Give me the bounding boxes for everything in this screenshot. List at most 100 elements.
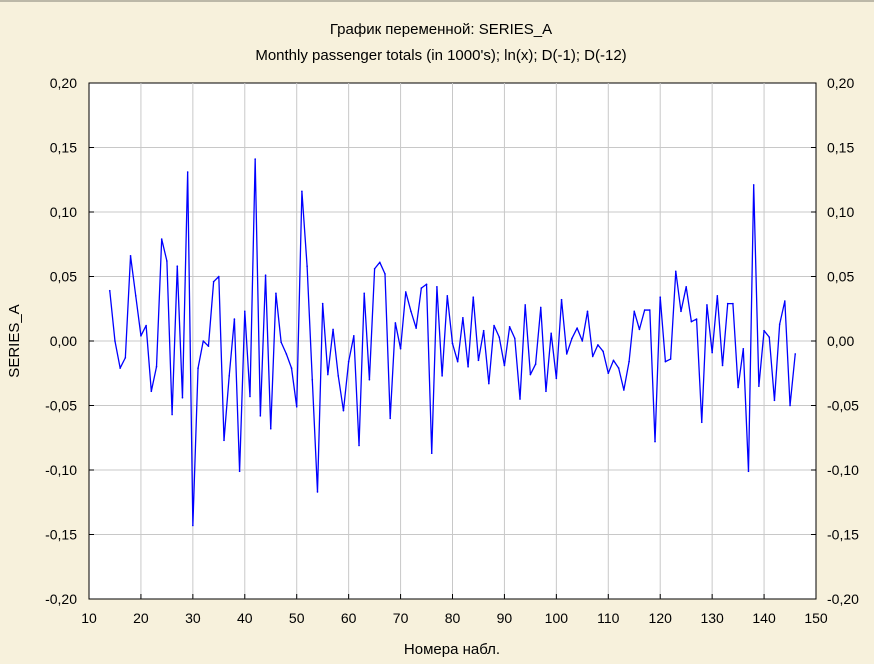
- x-tick-label: 60: [341, 610, 357, 626]
- data-point: [264, 274, 267, 277]
- data-point: [508, 326, 511, 328]
- x-tick-label: 80: [445, 610, 461, 626]
- y-tick-label-right: 0,10: [827, 204, 854, 220]
- data-point: [420, 287, 423, 289]
- y-tick-label-left: 0,15: [50, 140, 77, 156]
- data-point: [363, 292, 366, 295]
- data-point: [695, 318, 698, 320]
- data-point: [233, 318, 236, 320]
- data-point: [192, 524, 194, 527]
- data-point: [555, 377, 558, 380]
- data-point: [685, 286, 687, 288]
- data-point: [519, 398, 521, 400]
- y-tick-label-right: 0,20: [827, 75, 854, 91]
- data-point: [550, 332, 552, 335]
- data-point: [571, 337, 573, 340]
- data-point: [747, 470, 750, 473]
- data-point: [643, 309, 646, 311]
- data-point: [306, 265, 308, 267]
- data-point: [280, 341, 282, 344]
- data-point: [207, 345, 210, 347]
- data-point: [529, 373, 532, 376]
- tick-marks: [88, 82, 817, 600]
- data-point: [134, 295, 137, 297]
- data-point: [654, 440, 656, 443]
- data-point: [285, 353, 288, 355]
- data-point: [332, 328, 334, 331]
- data-point: [711, 351, 713, 354]
- data-point: [628, 360, 630, 363]
- data-point: [758, 385, 760, 387]
- data-point: [467, 366, 469, 368]
- chart-subtitle: Monthly passenger totals (in 1000's); ln…: [255, 47, 626, 64]
- data-point: [202, 340, 205, 342]
- data-point: [784, 300, 786, 302]
- data-point: [726, 302, 729, 305]
- data-point: [441, 375, 443, 377]
- data-point: [617, 367, 620, 369]
- data-point: [778, 323, 781, 326]
- data-point: [145, 324, 147, 327]
- data-point: [472, 296, 475, 298]
- data-point: [166, 260, 168, 262]
- data-point: [680, 310, 682, 313]
- data-point: [358, 444, 360, 447]
- data-point: [238, 470, 241, 473]
- x-tick-label: 130: [700, 610, 724, 626]
- data-point: [197, 367, 199, 369]
- x-tick-label: 20: [133, 610, 149, 626]
- data-point: [301, 190, 303, 193]
- data-point: [669, 358, 672, 360]
- data-point: [482, 329, 485, 332]
- data-point: [373, 267, 376, 270]
- data-point: [493, 324, 495, 327]
- x-tick-label: 70: [393, 610, 409, 626]
- tick-labels: 10 20 30 40 50 60 70 80 90 100 110 120 130 140 150 0,20…: [45, 75, 859, 626]
- data-point: [581, 340, 584, 342]
- data-point: [716, 295, 719, 297]
- y-tick-label-left: -0,15: [45, 527, 77, 543]
- data-point: [259, 415, 262, 417]
- data-point: [223, 439, 225, 442]
- data-point: [212, 280, 215, 283]
- x-tick-label: 50: [289, 610, 305, 626]
- x-tick-label: 100: [545, 610, 569, 626]
- grid-lines: [89, 83, 816, 599]
- y-tick-label-right: 0,05: [827, 269, 854, 285]
- data-point: [114, 340, 116, 342]
- x-tick-label: 30: [185, 610, 201, 626]
- data-point: [700, 421, 703, 424]
- data-point: [451, 342, 454, 345]
- data-point: [171, 413, 173, 416]
- data-point: [327, 373, 329, 376]
- data-point: [456, 360, 459, 363]
- data-point: [732, 302, 734, 305]
- y-tick-label-right: -0,10: [827, 462, 859, 478]
- data-point: [181, 396, 184, 399]
- x-tick-label: 10: [81, 610, 97, 626]
- data-point: [316, 491, 319, 493]
- x-tick-label: 120: [649, 610, 673, 626]
- data-point: [789, 404, 791, 407]
- data-point: [342, 409, 345, 412]
- data-point: [347, 360, 350, 363]
- data-point: [394, 322, 397, 324]
- data-point: [430, 452, 433, 455]
- x-tick-label: 110: [597, 610, 620, 626]
- data-point: [706, 304, 708, 306]
- data-point: [353, 335, 355, 337]
- series-layer: [108, 158, 797, 527]
- data-point: [415, 327, 417, 329]
- data-point: [462, 316, 464, 319]
- data-point: [591, 355, 594, 358]
- data-point: [737, 386, 739, 389]
- y-tick-label-left: 0,05: [50, 269, 77, 285]
- data-point: [186, 171, 189, 173]
- data-point: [602, 350, 604, 353]
- data-point: [768, 336, 771, 338]
- data-point: [311, 378, 314, 381]
- data-point: [436, 286, 438, 288]
- data-point: [254, 158, 256, 160]
